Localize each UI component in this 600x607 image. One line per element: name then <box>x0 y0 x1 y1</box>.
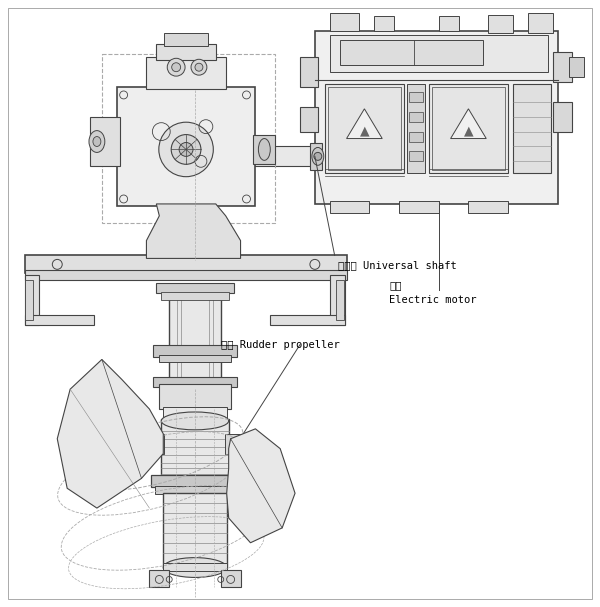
Text: ▲: ▲ <box>464 124 473 137</box>
Bar <box>221 143 239 169</box>
Bar <box>157 44 216 60</box>
Bar <box>429 84 508 173</box>
Bar <box>432 87 505 170</box>
Text: Electric motor: Electric motor <box>389 295 476 305</box>
Ellipse shape <box>165 148 177 165</box>
Bar <box>164 33 208 46</box>
Polygon shape <box>347 109 382 138</box>
Ellipse shape <box>167 58 185 76</box>
Polygon shape <box>57 359 163 508</box>
Bar <box>315 30 557 204</box>
Bar <box>154 378 236 387</box>
Ellipse shape <box>314 152 322 160</box>
Bar <box>330 35 548 72</box>
Ellipse shape <box>312 148 324 165</box>
Bar <box>553 52 572 82</box>
Ellipse shape <box>89 131 105 152</box>
Bar <box>330 275 344 325</box>
Bar <box>161 292 229 300</box>
Bar <box>335 280 344 320</box>
Bar <box>469 201 508 213</box>
Bar <box>253 135 275 164</box>
Text: 电机: 电机 <box>389 280 401 290</box>
Text: 舵桨 Rudder propeller: 舵桨 Rudder propeller <box>221 340 340 350</box>
Polygon shape <box>227 429 295 543</box>
Bar <box>166 141 180 171</box>
Bar <box>325 84 404 173</box>
Bar <box>90 117 119 166</box>
Ellipse shape <box>161 412 229 430</box>
Bar <box>160 384 230 409</box>
Bar <box>25 270 347 280</box>
Bar <box>163 407 227 422</box>
Bar <box>300 57 318 87</box>
Bar <box>513 84 551 173</box>
Bar <box>25 256 347 273</box>
Bar <box>163 493 227 568</box>
Bar <box>221 569 241 588</box>
Bar <box>155 486 235 494</box>
Bar <box>409 132 423 141</box>
Polygon shape <box>146 204 241 259</box>
Bar <box>149 569 169 588</box>
Bar <box>102 55 275 223</box>
Bar <box>409 92 423 102</box>
Bar <box>528 13 553 33</box>
Ellipse shape <box>93 137 101 146</box>
Bar <box>409 151 423 161</box>
Bar <box>154 345 236 356</box>
Bar <box>328 87 401 170</box>
Ellipse shape <box>163 558 227 577</box>
Bar <box>300 107 318 132</box>
Text: 万向轴 Universal shaft: 万向轴 Universal shaft <box>338 260 457 270</box>
Ellipse shape <box>171 135 201 164</box>
Bar <box>161 419 229 478</box>
Bar <box>439 16 458 30</box>
Ellipse shape <box>159 122 214 177</box>
Bar <box>340 41 483 65</box>
Ellipse shape <box>259 138 270 160</box>
Bar <box>139 434 164 453</box>
Bar <box>488 15 513 33</box>
Bar <box>117 87 256 206</box>
Text: ▲: ▲ <box>359 124 369 137</box>
Bar <box>25 280 32 320</box>
Bar <box>169 285 221 384</box>
Bar <box>569 57 584 77</box>
Bar <box>25 275 40 325</box>
Ellipse shape <box>195 63 203 71</box>
Bar <box>225 434 250 453</box>
Ellipse shape <box>179 143 193 157</box>
Bar <box>157 283 233 293</box>
Bar <box>176 146 315 166</box>
Bar <box>553 102 572 132</box>
Bar <box>330 201 370 213</box>
Bar <box>151 475 239 487</box>
Bar <box>330 13 359 30</box>
Bar <box>409 112 423 121</box>
Bar <box>25 315 94 325</box>
Bar <box>407 84 425 173</box>
Polygon shape <box>451 109 486 138</box>
Bar <box>163 563 227 571</box>
Bar <box>399 201 439 213</box>
Ellipse shape <box>172 63 181 72</box>
Bar <box>374 16 394 30</box>
Bar <box>160 354 230 362</box>
Ellipse shape <box>191 59 207 75</box>
Bar <box>146 57 226 89</box>
Bar <box>310 143 322 170</box>
Bar <box>270 315 344 325</box>
